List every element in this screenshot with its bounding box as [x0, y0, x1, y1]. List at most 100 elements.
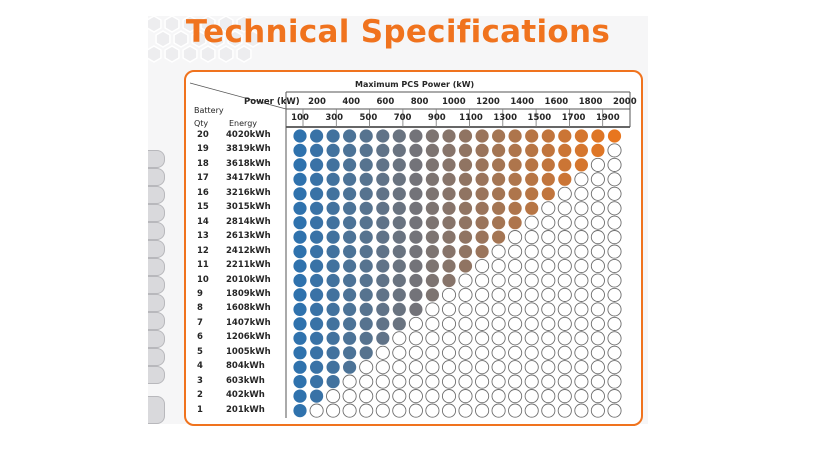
dot-empty	[541, 201, 556, 216]
dot-empty	[607, 215, 622, 230]
dot-empty	[557, 403, 572, 418]
dot-filled	[310, 346, 324, 360]
battery-qty: 12	[197, 245, 209, 256]
dot-empty	[508, 316, 523, 331]
dot-filled	[293, 317, 307, 331]
dot-filled	[392, 143, 406, 157]
dot-empty	[491, 244, 506, 259]
dot-filled	[376, 230, 390, 244]
battery-energy: 4020kWh	[226, 130, 271, 140]
dot-empty	[458, 331, 473, 346]
dot-empty	[425, 403, 440, 418]
dot-filled	[425, 187, 439, 201]
dot-filled	[409, 172, 423, 186]
dot-empty	[408, 316, 423, 331]
dot-empty	[541, 215, 556, 230]
dot-empty	[425, 345, 440, 360]
dot-empty	[574, 331, 589, 346]
dot-filled	[475, 158, 489, 172]
power-top-label: 1200	[476, 97, 500, 107]
hexagon-shape	[236, 45, 252, 63]
dot-empty	[475, 389, 490, 404]
dot-empty	[607, 258, 622, 274]
dot-empty	[541, 331, 556, 346]
dot-empty	[607, 345, 622, 360]
dot-empty	[441, 302, 457, 317]
dot-filled	[458, 201, 473, 215]
side-tab	[148, 204, 165, 222]
dot-empty	[590, 230, 605, 245]
dot-filled	[326, 273, 340, 288]
dot-filled	[359, 317, 373, 331]
dot-empty	[590, 374, 605, 389]
dot-empty	[557, 287, 572, 302]
dot-empty	[541, 345, 556, 360]
dot-empty	[508, 331, 523, 346]
dot-filled	[425, 143, 439, 157]
dot-filled	[458, 230, 473, 244]
dot-filled	[359, 201, 373, 215]
dot-empty	[425, 374, 440, 389]
dot-empty	[590, 186, 605, 201]
dot-filled	[310, 172, 324, 186]
power-top-label: 800	[410, 97, 429, 107]
dot-filled	[425, 216, 439, 230]
dot-empty	[408, 403, 423, 418]
dot-filled	[541, 187, 555, 201]
dot-filled	[293, 331, 307, 345]
dot-filled	[508, 172, 522, 186]
qty-label: Qty	[194, 119, 209, 128]
dot-filled	[392, 273, 406, 288]
dot-filled	[326, 129, 340, 143]
dot-filled	[392, 259, 406, 273]
battery-qty: 7	[197, 317, 203, 328]
dot-filled	[376, 288, 390, 302]
dot-empty	[557, 360, 572, 375]
dot-filled	[442, 230, 456, 244]
dot-empty	[342, 389, 357, 404]
battery-energy: 3819kWh	[226, 144, 271, 155]
dot-filled	[359, 129, 373, 143]
battery-energy: 1608kWh	[226, 303, 271, 314]
dot-filled	[425, 129, 439, 143]
dot-empty	[359, 389, 374, 404]
dot-empty	[590, 345, 605, 360]
side-tab	[148, 222, 165, 240]
battery-qty: 14	[197, 216, 209, 227]
dot-empty	[590, 389, 605, 404]
dot-filled	[442, 129, 456, 143]
dot-empty	[557, 244, 572, 259]
dot-filled	[326, 259, 340, 273]
battery-energy: 2412kWh	[226, 245, 271, 256]
dot-empty	[392, 345, 407, 360]
dot-filled	[475, 201, 489, 215]
dot-filled	[326, 216, 340, 230]
dot-empty	[491, 374, 506, 389]
dot-empty	[557, 186, 572, 201]
side-tab	[148, 312, 165, 330]
battery-energy: 804kWh	[226, 361, 265, 372]
dot-empty	[524, 258, 539, 274]
dot-empty	[425, 389, 440, 404]
dot-filled	[574, 143, 589, 157]
dot-filled	[359, 245, 373, 259]
battery-qty: 6	[197, 332, 203, 343]
dot-empty	[392, 360, 407, 375]
page-title: Technical Specifications	[185, 14, 611, 50]
dot-empty	[574, 273, 589, 288]
dot-filled	[293, 288, 307, 302]
side-tab	[148, 396, 165, 424]
dot-filled	[475, 143, 489, 157]
dot-filled	[293, 143, 307, 157]
dot-filled	[293, 245, 307, 259]
dot-empty	[475, 360, 490, 375]
dot-filled	[392, 245, 406, 259]
dot-empty	[441, 331, 457, 346]
dot-filled	[293, 216, 307, 230]
dot-empty	[508, 287, 523, 302]
dot-filled	[326, 331, 340, 345]
dot-filled	[310, 288, 324, 302]
dot-filled	[392, 216, 406, 230]
dot-empty	[491, 360, 506, 375]
dot-empty	[557, 215, 572, 230]
